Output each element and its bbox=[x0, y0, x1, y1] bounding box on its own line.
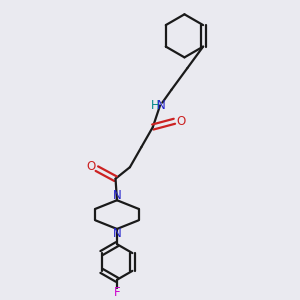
Text: N: N bbox=[157, 99, 166, 112]
Text: N: N bbox=[112, 227, 121, 240]
Text: N: N bbox=[112, 189, 121, 203]
Text: O: O bbox=[176, 115, 185, 128]
Text: O: O bbox=[86, 160, 95, 173]
Text: F: F bbox=[114, 286, 120, 299]
Text: H: H bbox=[151, 99, 159, 112]
